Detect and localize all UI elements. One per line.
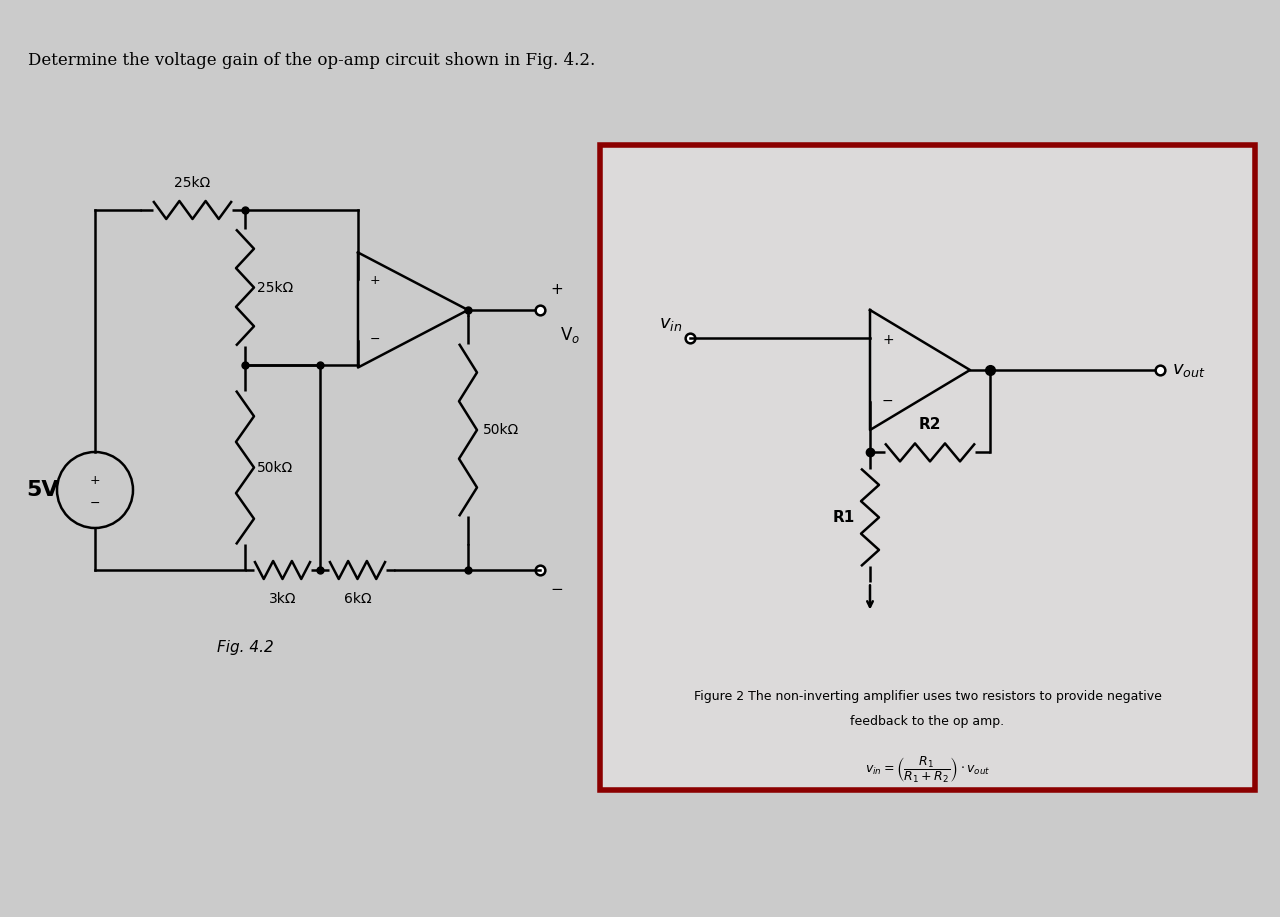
Text: $v_{in}$: $v_{in}$: [659, 315, 682, 333]
Text: 25kΩ: 25kΩ: [257, 281, 293, 294]
Text: feedback to the op amp.: feedback to the op amp.: [850, 715, 1005, 728]
Text: V$_o$: V$_o$: [561, 325, 580, 345]
Text: $v_{in} = \left(\dfrac{R_1}{R_1 + R_2}\right)\cdot v_{out}$: $v_{in} = \left(\dfrac{R_1}{R_1 + R_2}\r…: [865, 755, 991, 785]
Text: 50kΩ: 50kΩ: [257, 460, 293, 474]
Text: −: −: [882, 393, 893, 407]
Text: +: +: [370, 274, 380, 287]
Text: 5V: 5V: [27, 480, 59, 500]
Text: Fig. 4.2: Fig. 4.2: [216, 640, 274, 655]
Text: −: −: [550, 582, 563, 598]
Text: 25kΩ: 25kΩ: [174, 176, 211, 190]
Text: R2: R2: [919, 417, 941, 433]
Text: +: +: [550, 282, 563, 297]
Text: +: +: [90, 473, 100, 487]
Text: 50kΩ: 50kΩ: [483, 423, 520, 437]
FancyBboxPatch shape: [600, 145, 1254, 790]
Text: −: −: [370, 333, 380, 346]
Text: Determine the voltage gain of the op-amp circuit shown in Fig. 4.2.: Determine the voltage gain of the op-amp…: [28, 52, 595, 69]
Text: Figure 2 The non-inverting amplifier uses two resistors to provide negative: Figure 2 The non-inverting amplifier use…: [694, 690, 1161, 703]
Text: $v_{out}$: $v_{out}$: [1172, 361, 1206, 379]
Text: +: +: [882, 333, 893, 347]
Text: −: −: [90, 496, 100, 510]
Text: 6kΩ: 6kΩ: [344, 592, 371, 606]
Text: R1: R1: [833, 510, 855, 525]
Text: 3kΩ: 3kΩ: [269, 592, 296, 606]
